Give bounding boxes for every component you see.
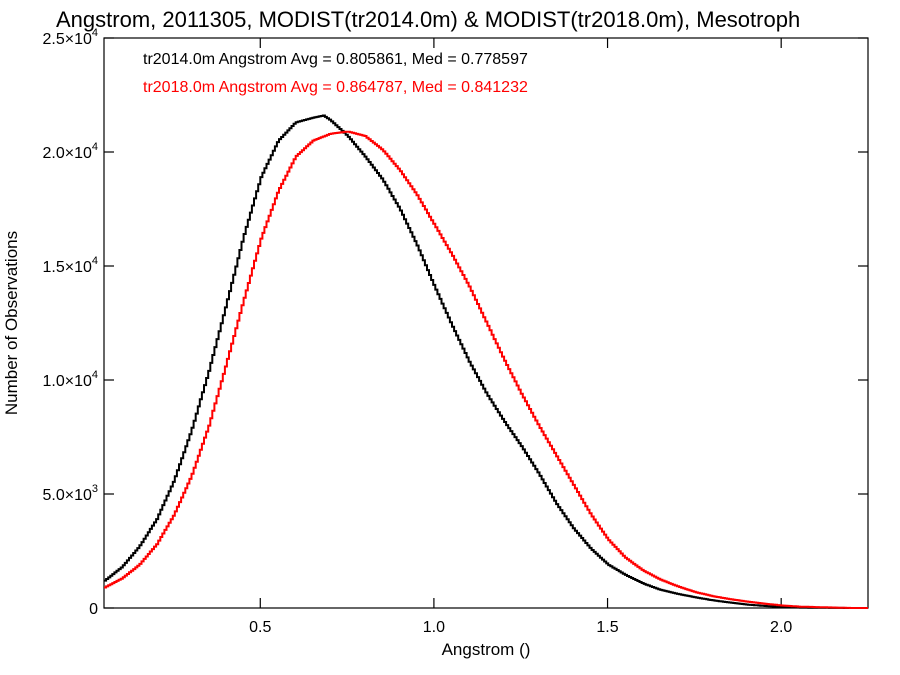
y-tick-label: 2.0×104	[42, 141, 98, 162]
y-tick-exponent: 4	[92, 27, 98, 39]
y-tick-mantissa: 2.0×10	[42, 145, 91, 162]
y-tick-exponent: 3	[92, 483, 98, 495]
legend-entry-tr2014: tr2014.0m Angstrom Avg = 0.805861, Med =…	[143, 51, 528, 68]
x-tick-label: 0.5	[249, 619, 271, 636]
y-tick-label: 1.0×104	[42, 369, 98, 390]
y-tick-label: 5.0×103	[42, 483, 98, 504]
y-tick-mantissa: 5.0×10	[42, 487, 91, 504]
series-tr2018.0m	[104, 130, 868, 609]
y-tick-mantissa: 1.5×10	[42, 259, 91, 276]
x-tick-label: 1.0	[423, 619, 445, 636]
y-tick-label: 0	[89, 601, 98, 618]
y-tick-label: 1.5×104	[42, 255, 98, 276]
legend-entry-tr2018: tr2018.0m Angstrom Avg = 0.864787, Med =…	[143, 79, 528, 96]
x-tick-label: 2.0	[770, 619, 792, 636]
chart-title: Angstrom, 2011305, MODIST(tr2014.0m) & M…	[56, 7, 800, 32]
y-tick-mantissa: 2.5×10	[42, 31, 91, 48]
tick-labels: 0.5 1.0 1.5 2.005.0×1031.0×1041.5×1042.0×10…	[42, 27, 792, 636]
y-tick-exponent: 4	[92, 255, 98, 267]
x-tick-label: 1.5	[596, 619, 618, 636]
series-group	[104, 114, 868, 609]
y-tick-label: 2.5×104	[42, 27, 98, 48]
y-tick-exponent: 4	[92, 369, 98, 381]
y-tick-mantissa: 1.0×10	[42, 373, 91, 390]
y-tick-exponent: 4	[92, 141, 98, 153]
y-axis-label: Number of Observations	[2, 231, 21, 415]
y-tick-mantissa: 0	[89, 601, 98, 618]
series-tr2014.0m	[104, 114, 868, 609]
x-axis-label: Angstrom ()	[442, 640, 531, 659]
plot-frame	[103, 37, 869, 609]
axis-ticks	[104, 37, 868, 609]
